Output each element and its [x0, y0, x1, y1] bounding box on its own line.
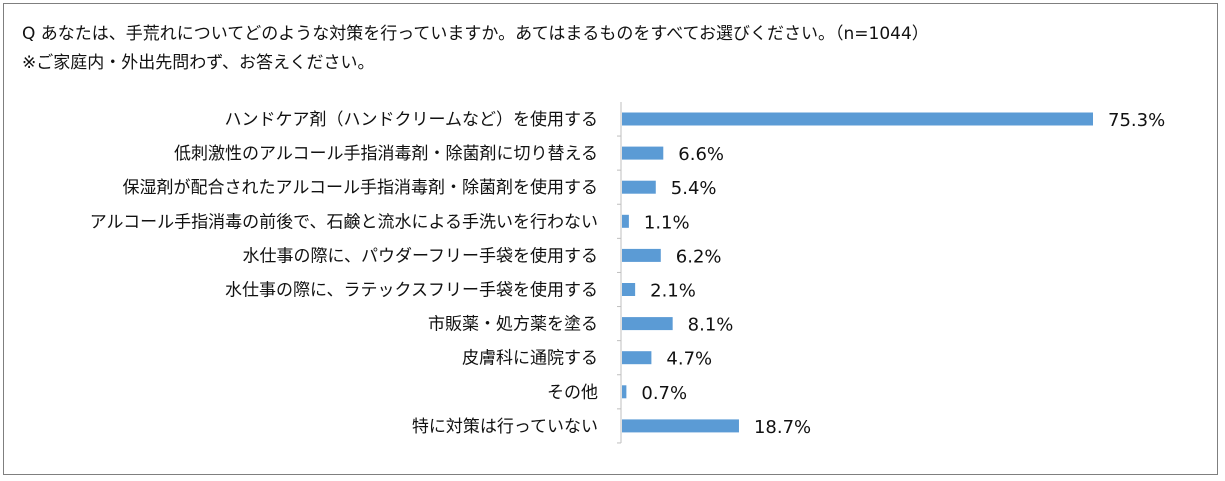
question-text: Q あなたは、手荒れについてどのような対策を行っていますか。あてはまるものをすべ…: [22, 20, 929, 78]
value-label: 4.7%: [666, 349, 712, 370]
value-label: 6.2%: [676, 246, 722, 267]
category-label: 保湿剤が配合されたアルコール手指消毒剤・除菌剤を使用する: [123, 177, 599, 198]
value-label: 1.1%: [644, 212, 690, 233]
bar: [622, 385, 627, 399]
value-label: 6.6%: [678, 144, 724, 165]
bar: [622, 283, 636, 296]
bar: [622, 419, 739, 433]
value-label: 2.1%: [650, 281, 696, 302]
category-label: 水仕事の際に、パウダーフリー手袋を使用する: [243, 245, 598, 266]
value-label: 8.1%: [688, 315, 734, 336]
bar: [622, 214, 629, 228]
category-label: 市販薬・処方薬を塗る: [428, 314, 598, 335]
bar: [622, 146, 664, 160]
bar: [622, 317, 673, 331]
bar: [622, 180, 656, 194]
value-label: 75.3%: [1108, 110, 1165, 131]
category-label: ハンドケア剤（ハンドクリームなど）を使用する: [225, 109, 599, 130]
category-label: その他: [547, 383, 598, 403]
bar: [622, 112, 1093, 126]
category-label: 特に対策は行っていない: [412, 417, 598, 437]
bar: [622, 248, 661, 262]
bar: [622, 351, 652, 365]
question-line-1: Q あなたは、手荒れについてどのような対策を行っていますか。あてはまるものをすべ…: [22, 24, 929, 44]
category-label: 低刺激性のアルコール手指消毒剤・除菌剤に切り替える: [174, 144, 598, 164]
value-label: 0.7%: [641, 383, 687, 404]
value-label: 18.7%: [754, 417, 811, 438]
category-label: アルコール手指消毒の前後で、石鹸と流水による手洗いを行わない: [90, 212, 598, 232]
value-label: 5.4%: [671, 178, 717, 199]
chart-frame: [3, 3, 1218, 475]
category-label: 水仕事の際に、ラテックスフリー手袋を使用する: [225, 280, 598, 301]
question-line-2: ※ご家庭内・外出先問わず、お答えください。: [22, 53, 375, 73]
category-label: 皮膚科に通院する: [462, 349, 598, 369]
